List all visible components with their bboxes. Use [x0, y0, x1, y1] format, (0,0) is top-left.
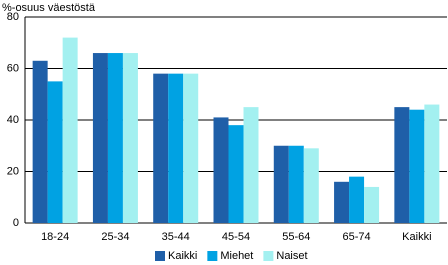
- legend-swatch: [263, 251, 274, 261]
- x-tick-label: 55-64: [282, 231, 310, 243]
- bar: [228, 125, 244, 223]
- bar: [107, 53, 123, 223]
- legend-swatch: [155, 251, 165, 261]
- bar: [409, 109, 425, 223]
- x-tick-label: 65-74: [343, 231, 371, 243]
- chart-title: %-osuus väestöstä: [2, 2, 96, 14]
- bar: [62, 37, 78, 223]
- bar: [32, 60, 48, 224]
- legend-label: Kaikki: [168, 250, 197, 262]
- x-tick-label: 25-34: [101, 231, 129, 243]
- y-tick-label: 40: [7, 114, 19, 126]
- bar: [394, 107, 410, 223]
- y-tick-label: 0: [13, 217, 19, 229]
- y-tick-label: 20: [7, 165, 19, 177]
- bar: [168, 73, 184, 224]
- legend-swatch: [207, 251, 218, 261]
- bar: [47, 81, 63, 223]
- bar: [153, 73, 169, 224]
- bar: [122, 53, 138, 223]
- bar: [243, 107, 259, 223]
- bar: [183, 73, 199, 224]
- legend-label: Naiset: [276, 250, 307, 262]
- bar: [334, 181, 350, 223]
- y-tick-label: 80: [7, 11, 19, 23]
- x-tick-label: 45-54: [222, 231, 250, 243]
- x-tick-label: 18-24: [41, 231, 69, 243]
- bar: [92, 53, 108, 223]
- bar: [288, 145, 304, 223]
- legend-label: Miehet: [220, 250, 253, 262]
- bar: [213, 117, 229, 223]
- x-tick-label: Kaikki: [402, 231, 431, 243]
- bar: [349, 176, 365, 223]
- bar: [424, 104, 440, 223]
- bar: [364, 186, 380, 223]
- bar: [273, 145, 289, 223]
- x-tick-label: 35-44: [162, 231, 190, 243]
- bar: [303, 148, 319, 223]
- y-tick-label: 60: [7, 62, 19, 74]
